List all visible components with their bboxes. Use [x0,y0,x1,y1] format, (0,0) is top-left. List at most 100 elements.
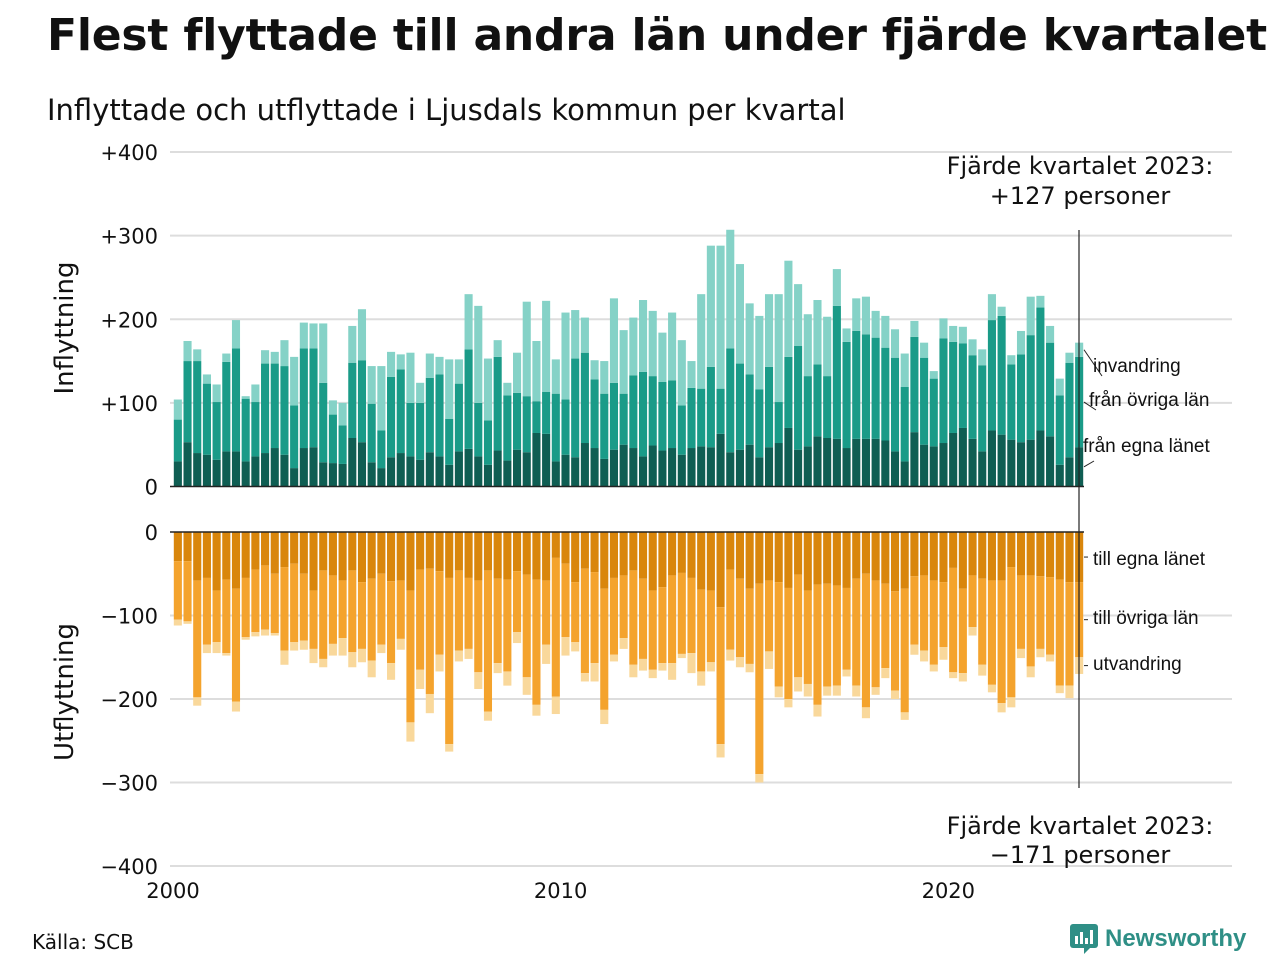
bar-inflow-immigration [794,284,803,347]
bar-inflow-other-counties [600,393,609,459]
bar-inflow-own-county [416,459,425,487]
bar-outflow-own-county [435,532,444,572]
bar-outflow-own-county [338,532,347,581]
bar-inflow-own-county [561,454,570,487]
bar-inflow-other-counties [367,403,376,463]
bar-outflow-emigration [987,684,996,693]
bar-outflow-own-county [629,532,638,571]
bar-inflow-own-county [629,448,638,487]
bar-inflow-own-county [813,436,822,487]
y-tick-label-outflow: −300 [100,772,158,796]
bar-inflow-other-counties [483,420,493,465]
bar-outflow-other-counties [251,569,260,633]
bar-inflow-other-counties [1046,342,1055,437]
bar-inflow-other-counties [706,366,715,448]
bar-outflow-emigration [590,663,599,682]
bar-outflow-other-counties [542,580,551,645]
bar-inflow-immigration [677,340,686,406]
bar-outflow-own-county [561,532,570,564]
bar-outflow-own-county [929,532,938,581]
bar-outflow-other-counties [774,582,783,687]
bar-inflow-own-county [784,427,793,487]
bar-outflow-emigration [997,703,1006,713]
bar-inflow-immigration [900,353,909,387]
bar-outflow-other-counties [377,573,386,645]
bar-inflow-other-counties [522,396,531,453]
bar-outflow-other-counties [202,577,211,645]
bar-inflow-immigration [231,320,241,349]
segment-label-leader [1083,401,1097,411]
bar-inflow-other-counties [212,402,221,460]
bar-outflow-emigration [677,653,686,659]
bar-inflow-other-counties [861,334,870,439]
bar-inflow-own-county [1026,439,1035,487]
bar-inflow-immigration [929,371,938,379]
bar-inflow-other-counties [454,383,463,452]
brand-logo[interactable]: Newsworthy [1070,924,1246,954]
bar-inflow-immigration [561,312,570,400]
bar-outflow-emigration [881,668,890,679]
bar-outflow-emigration [619,638,628,649]
bar-inflow-immigration [881,315,890,348]
bar-inflow-own-county [532,432,541,487]
y-tick-label-outflow: 0 [145,521,158,545]
bar-outflow-other-counties [387,581,396,664]
bar-outflow-emigration [474,672,483,689]
bar-inflow-other-counties [774,402,783,444]
bar-inflow-other-counties [968,355,977,439]
bar-inflow-immigration [270,351,279,364]
bar-inflow-immigration [764,294,774,367]
bar-outflow-other-counties [697,589,706,672]
bar-outflow-own-county [910,532,919,577]
bar-outflow-emigration [658,663,667,671]
bar-inflow-other-counties [193,361,202,454]
bar-outflow-other-counties [1046,577,1055,655]
bar-inflow-immigration [241,396,250,399]
bar-inflow-immigration [852,298,861,331]
bar-inflow-own-county [299,448,308,487]
bar-inflow-immigration [600,361,609,394]
bar-outflow-own-county [764,532,774,581]
bar-inflow-other-counties [735,363,744,450]
bar-outflow-emigration [687,653,696,674]
bar-inflow-own-county [1065,457,1074,487]
bar-inflow-other-counties [290,405,299,469]
bar-outflow-other-counties [668,575,677,664]
bar-outflow-own-county [803,532,812,591]
bar-inflow-own-county [716,433,725,487]
bar-outflow-own-county [813,532,822,585]
bar-inflow-immigration [910,320,919,337]
bar-inflow-immigration [532,340,541,402]
bar-inflow-own-county [173,461,182,487]
bar-inflow-other-counties [377,430,386,469]
bar-inflow-own-county [726,452,735,487]
bar-inflow-other-counties [978,365,987,452]
bar-inflow-own-county [474,456,483,487]
bar-inflow-own-county [832,438,841,487]
bar-inflow-other-counties [716,388,725,434]
bar-outflow-own-county [619,532,628,576]
bar-inflow-immigration [716,245,725,389]
bar-outflow-emigration [890,690,900,699]
bar-inflow-immigration [958,326,967,344]
bar-inflow-immigration [513,352,522,393]
bar-outflow-own-county [842,532,851,588]
bar-inflow-immigration [445,359,454,419]
segment-label-own-county-in: från egna länet [1083,436,1210,457]
bar-inflow-immigration [784,260,793,357]
bar-outflow-emigration [503,671,512,686]
bar-inflow-immigration [212,384,221,403]
bar-outflow-own-county [290,532,299,564]
bar-outflow-other-counties [532,579,541,705]
bar-outflow-emigration [251,632,260,637]
bar-inflow-other-counties [697,388,706,447]
bar-outflow-other-counties [939,582,948,648]
bar-inflow-own-county [929,446,938,487]
bar-inflow-immigration [832,269,841,306]
bar-outflow-own-county [357,532,367,583]
bar-outflow-other-counties [1016,575,1026,649]
bar-inflow-immigration [435,356,444,375]
bar-outflow-other-counties [978,578,987,665]
bar-inflow-other-counties [987,320,996,431]
bar-outflow-other-counties [871,580,880,688]
